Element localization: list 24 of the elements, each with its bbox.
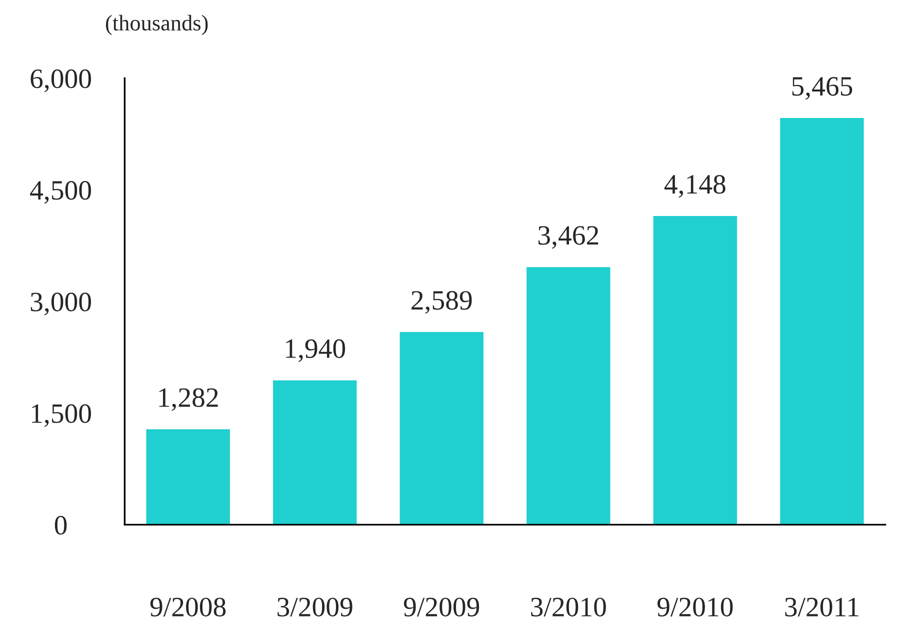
x-tick-label: 3/2011 [785,598,858,616]
x-tick-label: 9/2010 [657,598,733,616]
data-label: 1,940 [286,339,346,362]
x-tick-label: 9/2008 [150,598,226,616]
bar [526,267,610,525]
y-tick-label: 1,500 [32,404,91,427]
y-tick-label: 4,500 [30,181,91,204]
bar [273,380,357,525]
bar [780,118,864,525]
data-label: 5,465 [792,77,852,100]
y-tick-label: 6,000 [30,69,91,92]
x-tick-label: 3/2009 [278,598,352,616]
bar [653,216,738,525]
data-label: 3,462 [538,226,598,249]
bar [146,429,230,525]
data-label: 1,282 [159,388,218,411]
x-tick-label: 3/2010 [531,598,606,616]
x-tick-label: 9/2009 [404,598,480,616]
data-label: 2,589 [412,290,472,314]
y-axis-title: (thousands) [106,14,208,36]
y-tick-label: 3,000 [30,292,91,316]
data-label: 4,148 [664,174,726,198]
bar [400,332,484,525]
y-tick-label: 0 [54,516,67,535]
